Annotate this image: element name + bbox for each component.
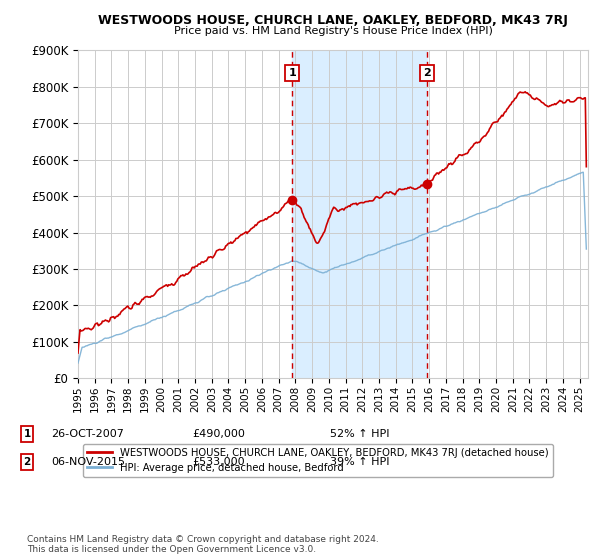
Text: Contains HM Land Registry data © Crown copyright and database right 2024.
This d: Contains HM Land Registry data © Crown c… [27, 535, 379, 554]
Text: 2: 2 [423, 68, 431, 78]
Text: 39% ↑ HPI: 39% ↑ HPI [330, 457, 389, 467]
Legend: WESTWOODS HOUSE, CHURCH LANE, OAKLEY, BEDFORD, MK43 7RJ (detached house), HPI: A: WESTWOODS HOUSE, CHURCH LANE, OAKLEY, BE… [83, 444, 553, 477]
Bar [292, 50, 427, 379]
Text: £533,000: £533,000 [192, 457, 245, 467]
Text: 52% ↑ HPI: 52% ↑ HPI [330, 429, 389, 439]
Text: £490,000: £490,000 [192, 429, 245, 439]
Text: 26-OCT-2007: 26-OCT-2007 [51, 429, 124, 439]
Text: 1: 1 [289, 68, 296, 78]
Text: 2: 2 [23, 457, 31, 467]
Text: WESTWOODS HOUSE, CHURCH LANE, OAKLEY, BEDFORD, MK43 7RJ: WESTWOODS HOUSE, CHURCH LANE, OAKLEY, BE… [98, 14, 568, 27]
Text: 1: 1 [23, 429, 31, 439]
Text: Price paid vs. HM Land Registry's House Price Index (HPI): Price paid vs. HM Land Registry's House … [173, 26, 493, 36]
Text: 06-NOV-2015: 06-NOV-2015 [51, 457, 125, 467]
